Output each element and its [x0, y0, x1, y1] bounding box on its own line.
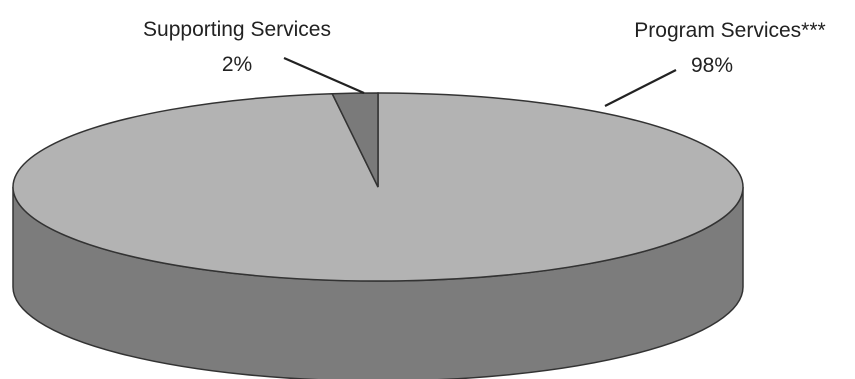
slice-value-program-services: 98% [691, 54, 733, 77]
slice-value-supporting-services: 2% [222, 53, 252, 76]
slice-label-supporting-services: Supporting Services [143, 18, 331, 41]
leader-line-supporting-services [283, 56, 365, 95]
leader-line-program-services [604, 69, 677, 107]
slice-label-program-services: Program Services*** [634, 19, 825, 42]
slice-supporting-services [331, 92, 379, 188]
pie-body [12, 92, 744, 379]
